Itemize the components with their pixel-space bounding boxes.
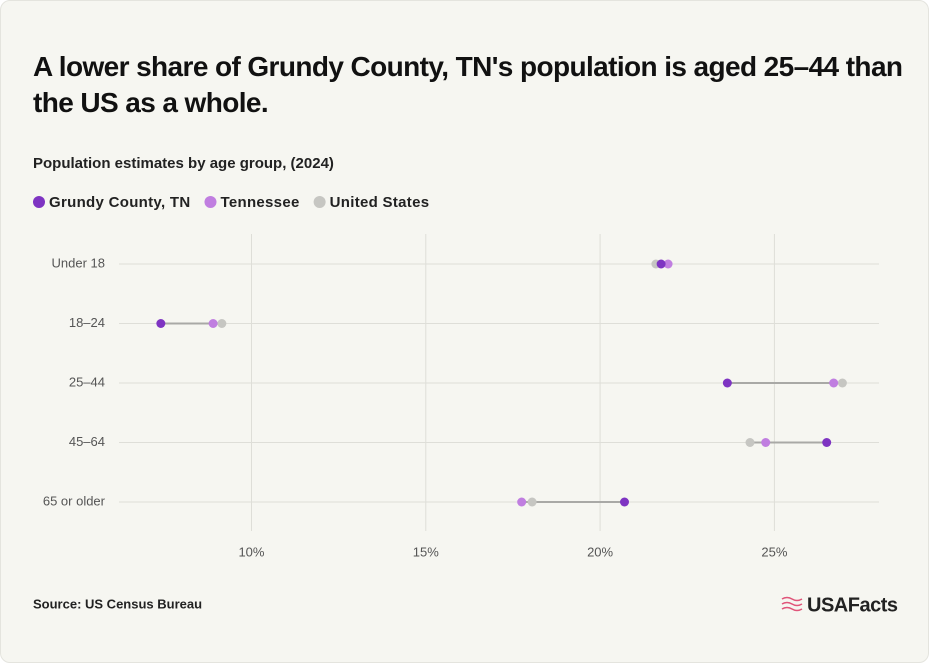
x-tick-label: 20% — [587, 544, 613, 559]
dot — [620, 497, 630, 507]
x-tick-label: 15% — [413, 544, 439, 559]
x-tick-label: 25% — [761, 544, 787, 559]
legend-swatch — [204, 196, 217, 208]
dot — [156, 319, 166, 328]
chart-title: A lower share of Grundy County, TN's pop… — [33, 51, 903, 118]
dot — [837, 378, 847, 388]
dot — [663, 259, 673, 269]
dot — [656, 259, 666, 269]
legend-label: Tennessee — [220, 194, 299, 211]
dot — [208, 319, 218, 328]
dot — [217, 319, 227, 328]
legend-label: United States — [330, 194, 430, 211]
dot — [822, 438, 832, 447]
y-tick-label: 45–64 — [69, 434, 105, 449]
dot — [829, 378, 839, 388]
y-tick-label: 25–44 — [69, 374, 105, 389]
brand-icon — [781, 596, 803, 612]
dot — [527, 497, 537, 507]
dot — [761, 438, 771, 447]
legend-swatch — [33, 196, 45, 208]
source: Source: US Census Bureau — [33, 596, 202, 611]
chart-subtitle: Population estimates by age group, (2024… — [33, 155, 334, 172]
y-tick-label: 18–24 — [69, 315, 105, 330]
x-tick-label: 10% — [238, 544, 264, 559]
y-tick-label: Under 18 — [52, 255, 105, 270]
dot — [745, 438, 755, 447]
dot — [517, 497, 527, 507]
dot — [722, 378, 732, 388]
legend-swatch — [313, 196, 326, 208]
brand: USAFacts — [807, 594, 898, 616]
y-tick-label: 65 or older — [43, 493, 106, 508]
legend-label: Grundy County, TN — [49, 194, 190, 211]
